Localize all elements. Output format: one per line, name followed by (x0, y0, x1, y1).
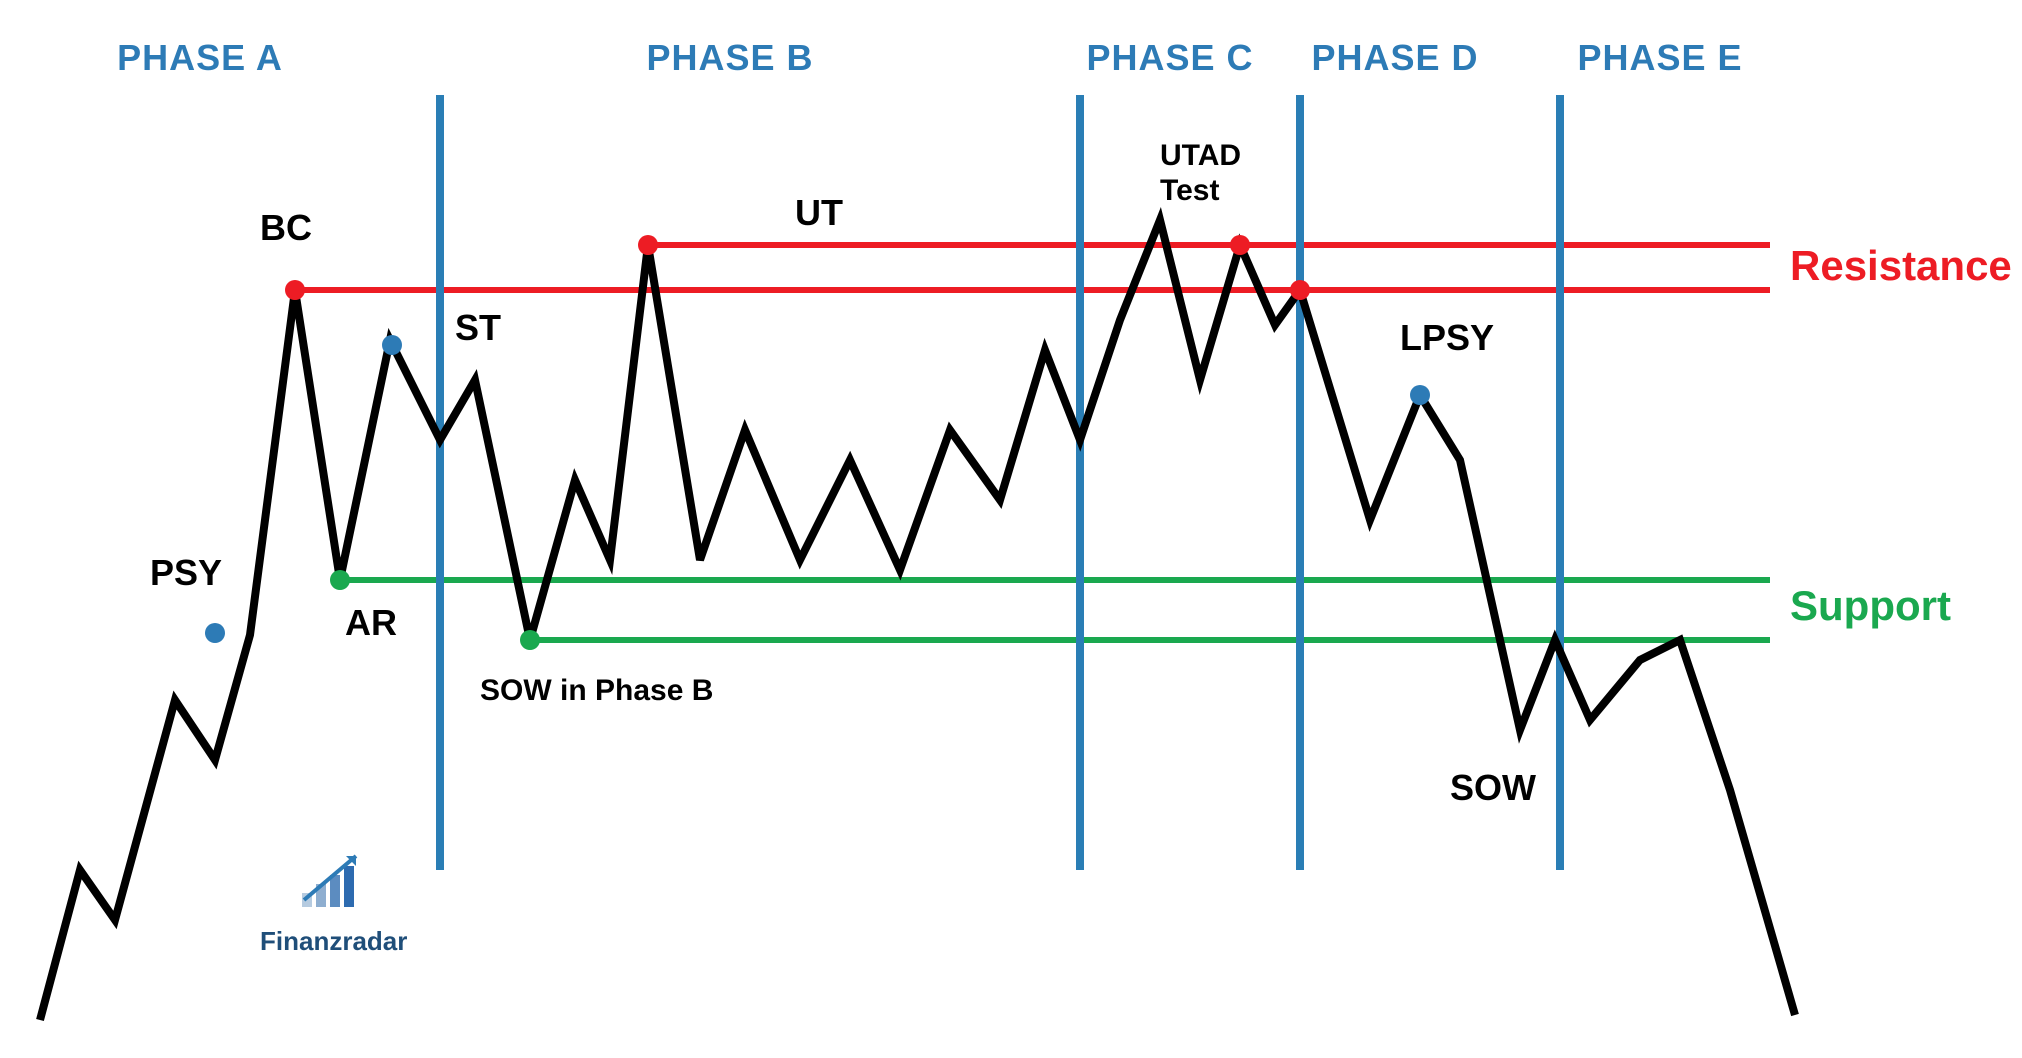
wyckoff-distribution-chart: PHASE A PHASE B PHASE C PHASE D PHASE E PSY BC… (0, 0, 2022, 1058)
label-lpsy: LPSY (1400, 317, 1494, 358)
resistance-label: Resistance (1790, 242, 2012, 289)
phase-label-b: PHASE B (646, 37, 813, 78)
label-bc: BC (260, 207, 312, 248)
brand-bar-2 (330, 875, 340, 907)
brand-text: Finanzradar (260, 926, 407, 956)
support-label: Support (1790, 582, 1951, 629)
label-ar: AR (345, 602, 397, 643)
label-sow: SOW (1450, 767, 1536, 808)
chart-svg: PHASE A PHASE B PHASE C PHASE D PHASE E PSY BC… (0, 0, 2022, 1058)
marker-sowb (520, 630, 540, 650)
label-psy: PSY (150, 552, 222, 593)
phase-label-a: PHASE A (117, 37, 283, 78)
marker-bc (285, 280, 305, 300)
marker-st (382, 335, 402, 355)
marker-ut (638, 235, 658, 255)
label-utad2: Test (1160, 174, 1219, 207)
marker-psy (205, 623, 225, 643)
marker-utad2 (1290, 280, 1310, 300)
phase-label-c: PHASE C (1086, 37, 1253, 78)
phase-label-d: PHASE D (1311, 37, 1478, 78)
phase-label-e: PHASE E (1577, 37, 1742, 78)
label-st: ST (455, 307, 501, 348)
label-sowb: SOW in Phase B (480, 674, 713, 707)
label-utad1: UTAD (1160, 139, 1241, 172)
marker-lpsy (1410, 385, 1430, 405)
marker-ar (330, 570, 350, 590)
label-ut: UT (795, 192, 843, 233)
marker-utad1 (1230, 235, 1250, 255)
brand-bar-3 (344, 866, 354, 907)
